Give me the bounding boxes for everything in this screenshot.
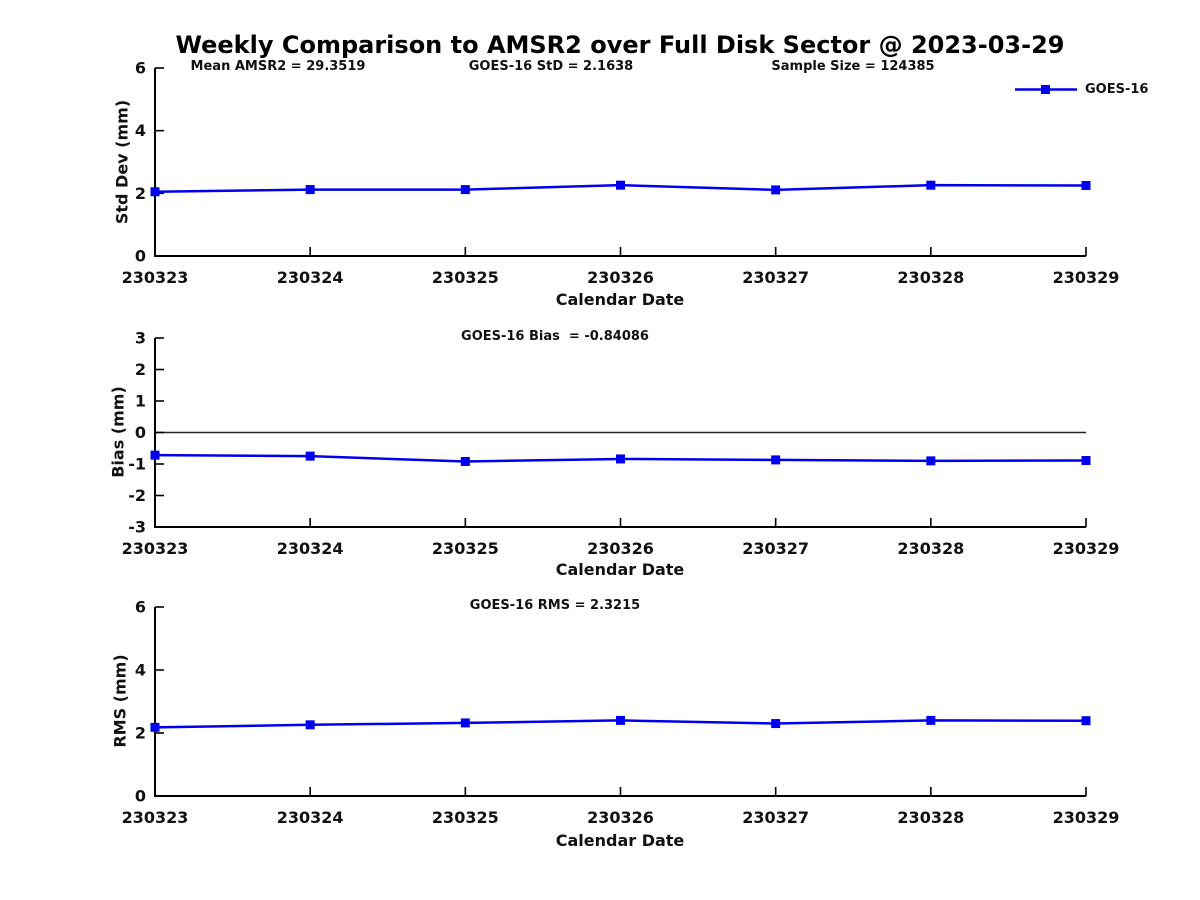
data-point-marker bbox=[616, 715, 625, 725]
figure-title: Weekly Comparison to AMSR2 over Full Dis… bbox=[175, 31, 1065, 59]
data-point-marker bbox=[150, 187, 160, 197]
y-tick-label: -2 bbox=[128, 486, 146, 505]
x-tick-label: 230327 bbox=[742, 268, 809, 287]
annotation-goes16-std: GOES-16 StD = 2.1638 bbox=[468, 59, 634, 74]
x-tick-label: 230327 bbox=[742, 808, 809, 827]
x-tick-label: 230326 bbox=[587, 808, 654, 827]
x-tick-label: 230323 bbox=[122, 808, 189, 827]
data-point-marker bbox=[926, 456, 936, 466]
x-tick-label: 230324 bbox=[277, 539, 344, 558]
y-tick-label: -1 bbox=[128, 455, 146, 474]
ylabel-bias: Bias (mm) bbox=[108, 386, 128, 478]
x-tick-label: 230328 bbox=[897, 808, 964, 827]
y-tick-label: 2 bbox=[135, 184, 146, 203]
data-point-marker bbox=[460, 718, 470, 728]
data-point-marker bbox=[926, 715, 936, 725]
data-point-marker bbox=[1081, 181, 1091, 190]
data-point-marker bbox=[1081, 456, 1091, 466]
xlabel-stddev: Calendar Date bbox=[555, 290, 685, 309]
data-point-marker bbox=[771, 185, 781, 195]
y-tick-label: 4 bbox=[135, 661, 146, 680]
data-point-marker bbox=[926, 180, 936, 190]
y-tick-label: 1 bbox=[135, 392, 146, 411]
x-tick-label: 230328 bbox=[897, 539, 964, 558]
data-point-marker bbox=[460, 185, 470, 195]
y-tick-label: 6 bbox=[135, 59, 146, 78]
x-tick-label: 230326 bbox=[587, 539, 654, 558]
x-tick-label: 230325 bbox=[432, 268, 499, 287]
x-tick-label: 230329 bbox=[1053, 539, 1120, 558]
annotation-goes16-rms: GOES-16 RMS = 2.3215 bbox=[469, 598, 641, 613]
y-tick-label: 6 bbox=[135, 598, 146, 617]
x-tick-label: 230324 bbox=[277, 268, 344, 287]
xlabel-bias: Calendar Date bbox=[555, 560, 685, 579]
data-point-marker bbox=[305, 451, 315, 461]
x-tick-label: 230323 bbox=[122, 268, 189, 287]
ylabel-stddev: Std Dev (mm) bbox=[112, 99, 132, 225]
x-tick-label: 230325 bbox=[432, 539, 499, 558]
y-tick-label: 0 bbox=[135, 247, 146, 266]
y-tick-label: 0 bbox=[135, 423, 146, 442]
ylabel-rms: RMS (mm) bbox=[110, 654, 130, 748]
y-tick-label: 4 bbox=[135, 121, 146, 140]
annotation-goes16-bias: GOES-16 Bias = -0.84086 bbox=[461, 329, 649, 344]
x-tick-label: 230329 bbox=[1053, 268, 1120, 287]
data-point-marker bbox=[150, 450, 160, 460]
x-tick-label: 230329 bbox=[1053, 808, 1120, 827]
x-tick-label: 230323 bbox=[122, 539, 189, 558]
axis bbox=[154, 68, 1086, 257]
legend: GOES-16 bbox=[1014, 82, 1148, 97]
data-point-marker bbox=[150, 722, 160, 732]
data-point-marker bbox=[460, 456, 470, 466]
y-tick-label: 2 bbox=[135, 724, 146, 743]
x-tick-label: 230326 bbox=[587, 268, 654, 287]
annotation-sample-size: Sample Size = 124385 bbox=[771, 59, 935, 74]
data-point-marker bbox=[616, 454, 625, 464]
data-point-marker bbox=[771, 455, 781, 465]
data-point-marker bbox=[305, 720, 315, 730]
data-point-marker bbox=[616, 180, 625, 190]
axis bbox=[154, 607, 1086, 797]
legend-label: GOES-16 bbox=[1085, 82, 1149, 97]
y-tick-label: -3 bbox=[128, 518, 146, 537]
x-tick-label: 230327 bbox=[742, 539, 809, 558]
data-point-marker bbox=[305, 185, 315, 195]
data-point-marker bbox=[771, 719, 781, 729]
x-tick-label: 230325 bbox=[432, 808, 499, 827]
y-tick-label: 2 bbox=[135, 360, 146, 379]
x-tick-label: 230328 bbox=[897, 268, 964, 287]
y-tick-label: 0 bbox=[135, 787, 146, 806]
legend-line-marker-icon bbox=[1015, 85, 1077, 94]
data-point-marker bbox=[1081, 716, 1091, 726]
x-tick-label: 230324 bbox=[277, 808, 344, 827]
annotation-mean-amsr2: Mean AMSR2 = 29.3519 bbox=[190, 59, 366, 74]
xlabel-rms: Calendar Date bbox=[555, 831, 685, 850]
y-tick-label: 3 bbox=[135, 329, 146, 348]
